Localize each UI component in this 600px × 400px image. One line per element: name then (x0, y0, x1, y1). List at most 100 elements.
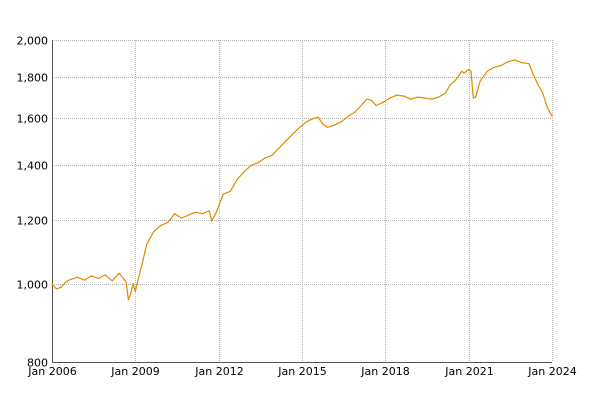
x-tick-label: Jan 2009 (110, 365, 159, 378)
data-point (271, 154, 273, 156)
data-point (167, 221, 169, 224)
axes (52, 40, 552, 363)
data-point (347, 115, 349, 117)
data-point (449, 84, 451, 86)
x-tick-label: Jan 2024 (527, 365, 576, 378)
data-point (76, 276, 79, 278)
data-point (410, 98, 412, 100)
data-point (188, 214, 190, 216)
data-point (424, 97, 426, 99)
data-point (201, 213, 204, 215)
data-point (532, 74, 535, 76)
series-points (51, 59, 553, 301)
data-point (292, 133, 294, 135)
data-point (174, 213, 176, 215)
data-point (56, 288, 58, 290)
data-point (65, 281, 67, 283)
data-point (299, 126, 301, 128)
data-point (470, 70, 472, 72)
data-point (278, 147, 280, 149)
data-point (146, 243, 148, 245)
data-point (111, 280, 113, 282)
data-point (361, 103, 363, 105)
data-point (479, 80, 481, 82)
y-tick-label: 1,200 (17, 215, 49, 228)
y-tick-label: 1,000 (17, 279, 49, 292)
data-point (317, 116, 319, 118)
data-point (118, 272, 120, 274)
data-point (500, 64, 502, 67)
data-point (463, 72, 465, 74)
data-point (236, 178, 238, 180)
data-point (551, 115, 553, 117)
y-tick-label: 800 (27, 357, 48, 370)
data-point (134, 290, 136, 292)
data-point (90, 275, 92, 277)
y-tick-label: 2,000 (17, 35, 49, 48)
x-tick-label: Jan 2018 (360, 365, 409, 378)
data-point (285, 140, 287, 142)
y-tick-label: 1,400 (17, 160, 49, 173)
data-point (507, 61, 509, 63)
data-point (458, 74, 460, 76)
data-point (208, 210, 210, 212)
tick-labels: 800 1,000 1,200 1,400 1,600 1,800 2,000 Jan 200… (17, 35, 577, 379)
data-point (396, 94, 398, 96)
x-tick-label: Jan 2015 (277, 365, 326, 378)
data-point (375, 104, 377, 107)
data-point (389, 97, 391, 99)
x-tick-label: Jan 2021 (444, 365, 493, 378)
data-point (537, 84, 539, 86)
series-line (51, 59, 553, 301)
data-point (125, 281, 127, 283)
data-point (326, 126, 329, 128)
data-point (333, 124, 335, 126)
data-point (181, 217, 183, 219)
data-point (153, 230, 155, 232)
data-point (257, 162, 259, 164)
data-point (431, 98, 433, 100)
data-point (229, 190, 231, 192)
data-point (340, 121, 342, 123)
data-point (468, 68, 470, 70)
x-tick-label: Jan 2006 (27, 365, 76, 378)
data-point (370, 99, 372, 101)
data-point (243, 171, 245, 173)
data-point (472, 97, 474, 99)
data-point (250, 164, 252, 166)
data-point (382, 101, 384, 103)
data-point (104, 274, 106, 276)
data-point (69, 278, 72, 280)
data-point (264, 157, 266, 159)
data-point (306, 121, 308, 123)
data-point (83, 279, 85, 281)
data-point (454, 80, 456, 82)
data-point (215, 211, 217, 213)
data-point (97, 277, 99, 279)
data-point (461, 70, 463, 72)
data-point (514, 59, 516, 61)
data-point (60, 286, 62, 288)
data-point (438, 96, 440, 98)
data-point (141, 262, 143, 264)
data-point (528, 63, 530, 65)
data-point (546, 107, 549, 109)
data-point (132, 283, 134, 285)
data-point (366, 98, 368, 100)
data-point (486, 70, 488, 72)
data-point (127, 299, 129, 301)
data-point (130, 293, 132, 295)
y-tick-label: 1,600 (17, 113, 49, 126)
data-point (493, 66, 495, 68)
data-point (521, 62, 523, 64)
data-point (542, 92, 544, 94)
x-tick-label: Jan 2012 (194, 365, 243, 378)
data-point (417, 96, 419, 98)
data-point (137, 281, 139, 283)
data-point (403, 95, 405, 97)
series-layer (51, 59, 553, 301)
grid (52, 40, 553, 363)
data-point (160, 224, 162, 226)
data-point (475, 96, 477, 98)
